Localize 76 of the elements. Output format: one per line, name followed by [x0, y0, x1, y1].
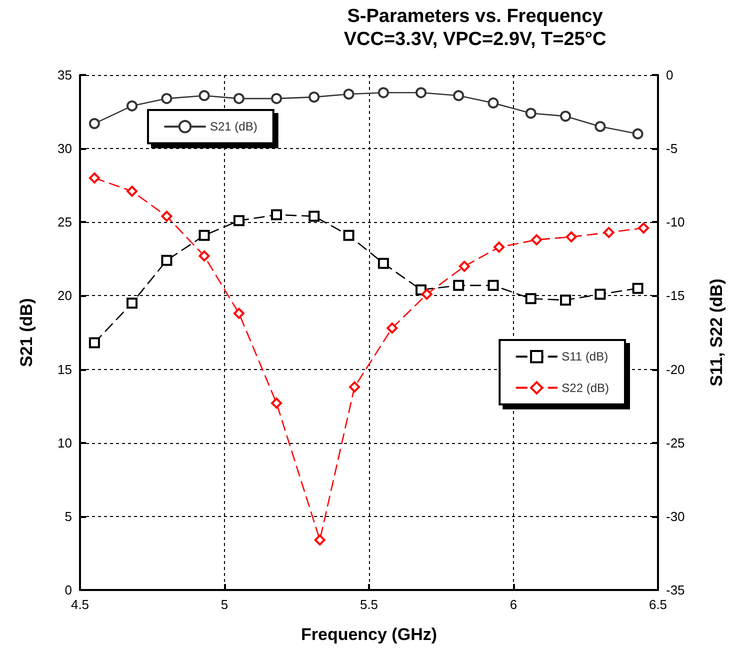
- point: [632, 282, 644, 294]
- point: [349, 381, 360, 392]
- y2-tick-label: 0: [666, 68, 674, 82]
- chart-subtitle: VCC=3.3V, VPC=2.9V, T=25°C: [344, 29, 606, 50]
- point: [603, 226, 614, 238]
- point: [161, 210, 172, 222]
- point: [198, 230, 210, 241]
- point: [343, 88, 354, 100]
- point: [271, 209, 282, 220]
- legend-label: S11 (dB): [562, 350, 608, 364]
- y2-tick-label: -5: [666, 141, 678, 156]
- point: [525, 293, 536, 304]
- point: [378, 87, 389, 98]
- point: [314, 534, 326, 546]
- point: [560, 110, 572, 122]
- point: [198, 90, 210, 102]
- point: [233, 308, 244, 319]
- x-axis-title: Frequency (GHz): [300, 625, 438, 644]
- point: [343, 230, 354, 241]
- x-tick-label: 5.5: [360, 597, 378, 612]
- y-axis-title: S21 (dB): [17, 298, 36, 367]
- y-tick-label: 25: [58, 214, 72, 230]
- y2-tick-label: -30: [666, 508, 685, 524]
- point: [271, 93, 282, 104]
- point: [488, 280, 499, 291]
- legend-label: S21 (dB): [210, 120, 258, 134]
- y2-tick-label: -10: [666, 214, 685, 230]
- point: [453, 90, 464, 102]
- y-tick-label: 30: [58, 141, 72, 156]
- point: [525, 108, 536, 119]
- point: [594, 121, 606, 132]
- point: [161, 254, 172, 266]
- point: [453, 280, 464, 291]
- point: [88, 172, 100, 184]
- point: [386, 322, 398, 334]
- point: [638, 222, 650, 234]
- y2-tick-label: -35: [666, 582, 685, 598]
- point: [88, 337, 100, 348]
- y2-tick-label: -25: [666, 435, 685, 450]
- point: [488, 97, 499, 108]
- x-tick-label: 6: [510, 597, 518, 612]
- x-tick-label: 5: [220, 597, 228, 612]
- y-tick-label: 0: [64, 582, 72, 598]
- chart-title: S-Parameters vs. Frequency: [347, 6, 604, 27]
- point: [458, 260, 470, 272]
- point: [198, 250, 210, 262]
- y-tick-label: 35: [58, 68, 72, 82]
- y2-tick-label: -15: [666, 288, 685, 304]
- point: [494, 242, 505, 253]
- y2-axis-title: S11, S22 (dB): [707, 278, 726, 386]
- point: [88, 118, 100, 130]
- point: [308, 210, 320, 222]
- y-tick-label: 10: [58, 435, 72, 450]
- point: [531, 234, 542, 246]
- point: [632, 128, 644, 140]
- point: [416, 87, 427, 98]
- y-tick-label: 15: [58, 362, 72, 377]
- y-tick-label: 20: [58, 288, 72, 304]
- y2-tick-label: -20: [666, 362, 685, 377]
- legend-label: S22 (dB): [562, 380, 610, 395]
- y-tick-label: 5: [64, 508, 72, 524]
- point: [308, 92, 320, 103]
- point: [378, 258, 389, 269]
- point: [233, 215, 244, 226]
- point: [126, 100, 138, 112]
- point: [271, 398, 282, 409]
- point: [421, 288, 432, 300]
- point: [594, 288, 606, 300]
- point: [560, 294, 572, 306]
- point: [126, 298, 138, 309]
- x-tick-label: 4.5: [70, 597, 90, 612]
- x-tick-label: 6.5: [648, 597, 668, 612]
- point: [233, 93, 244, 104]
- point: [566, 231, 577, 242]
- point: [126, 186, 138, 197]
- point: [161, 93, 172, 104]
